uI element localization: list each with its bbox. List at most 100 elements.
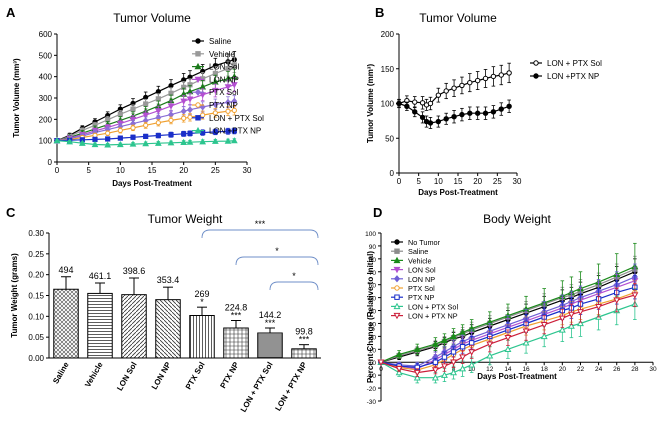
data-point [459, 354, 467, 361]
y-tick-label: 20 [369, 334, 377, 341]
bar-value-label: 144.2 [259, 310, 282, 320]
x-tick-label: 18 [541, 366, 549, 373]
legend-entry: LON +PTX NP [547, 72, 599, 81]
data-point [440, 336, 448, 343]
series-line [398, 72, 510, 106]
y-tick-label: 0.20 [28, 271, 44, 280]
data-point [168, 111, 174, 119]
data-point [92, 136, 98, 142]
y-tick-label: 0 [48, 158, 53, 167]
legend-marker [394, 285, 400, 291]
data-point [211, 137, 219, 144]
data-point [451, 114, 457, 120]
x-tick-label: 12 [486, 366, 494, 373]
x-tick-label: 15 [148, 166, 157, 175]
legend-marker [533, 60, 539, 66]
legend-entry: Vehicle [408, 256, 432, 265]
legend-marker [394, 239, 400, 245]
bracket-label: * [292, 271, 296, 281]
data-point [431, 340, 439, 347]
data-point [212, 110, 218, 116]
data-point [486, 341, 494, 348]
data-point [230, 137, 238, 144]
data-point [482, 75, 489, 82]
y-tick-label: 40 [369, 309, 377, 316]
series-line [56, 130, 235, 142]
data-point [212, 129, 218, 135]
x-tick-label: PTX Sol [184, 361, 207, 392]
data-point [212, 100, 219, 108]
data-point [450, 349, 457, 355]
data-point [395, 350, 403, 358]
significance-bracket: * [269, 271, 319, 291]
data-point [186, 96, 194, 103]
data-point [130, 106, 136, 112]
bar-value-label: 398.6 [123, 266, 146, 276]
data-point [482, 110, 489, 116]
series-line [56, 84, 235, 142]
data-point [180, 98, 188, 105]
chart-title: Tumor Weight [148, 212, 223, 226]
data-point [467, 79, 473, 86]
panel-letter: D [373, 205, 382, 220]
y-tick-label: 0.25 [28, 250, 44, 259]
data-point [154, 108, 162, 115]
data-point [78, 139, 86, 146]
series-line [380, 271, 636, 363]
series-lon-ptx-np [396, 99, 512, 129]
legend-marker [393, 266, 401, 274]
y-tick-label: 50 [385, 134, 394, 143]
data-point [467, 110, 473, 116]
data-point [419, 114, 426, 121]
x-tick-label: 30 [243, 166, 252, 175]
y-tick-label: 90 [369, 244, 377, 251]
x-tick-label: 26 [613, 366, 621, 373]
legend-entry: No Tumor [408, 238, 441, 247]
legend-entry: Saline [408, 247, 428, 256]
data-point [468, 349, 476, 356]
data-point [450, 332, 458, 340]
x-tick-label: 0 [379, 366, 383, 373]
data-point [231, 97, 238, 105]
data-point [498, 106, 504, 112]
data-point [451, 85, 457, 91]
data-point [200, 112, 206, 118]
data-point [224, 84, 232, 91]
data-point [117, 111, 123, 117]
data-point [412, 99, 418, 105]
x-tick-label: 30 [649, 366, 657, 373]
data-point [506, 103, 512, 109]
data-point [435, 92, 442, 98]
y-tick-label: 300 [39, 94, 53, 103]
y-tick-label: 100 [381, 100, 395, 109]
panel-b-tumor-volume: B 0 5 10 15 20 25 30 0 50 100 150 200 Tumor Volume Day… [366, 5, 602, 197]
data-point [168, 132, 174, 138]
bracket-line [201, 229, 319, 239]
series-line [398, 102, 510, 124]
x-tick-label: 28 [631, 366, 639, 373]
bar-value-label: 224.8 [225, 303, 248, 313]
data-point [231, 128, 237, 134]
bar-lon-ptx-sol [257, 332, 283, 359]
x-axis-label: Days Post-Treatment [112, 179, 192, 188]
data-point [211, 87, 219, 95]
data-point [504, 334, 512, 342]
y-axis-label: Tumor Weight (grams) [10, 253, 19, 338]
chart-title: Tumor Volume [113, 11, 191, 25]
data-point [155, 89, 161, 95]
data-point [231, 62, 237, 68]
data-point [443, 88, 449, 94]
data-point [129, 116, 137, 123]
data-point [143, 94, 149, 100]
data-point [431, 374, 439, 381]
data-point [504, 345, 512, 353]
data-point [459, 365, 467, 372]
data-point [187, 114, 193, 120]
bar-value-label: 269 [194, 289, 209, 299]
data-point [130, 134, 136, 140]
data-point [450, 368, 458, 376]
panel-d-body-weight: D024681012141618202224262830-30-20-10010… [365, 205, 657, 406]
